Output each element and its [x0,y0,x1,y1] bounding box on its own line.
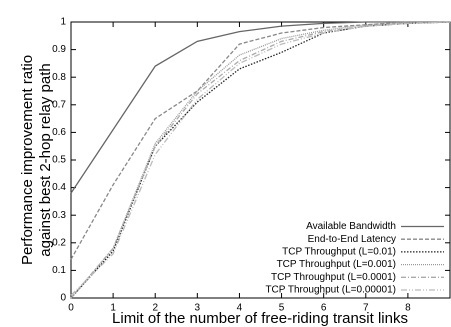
y-tick-label: 0.9 [52,44,66,55]
legend-label: Available Bandwidth [306,221,396,232]
y-tick-label: 0.8 [52,72,66,83]
x-tick-label: 1 [110,303,116,314]
legend-label: TCP Throughput (L=0.00001) [265,285,396,296]
line [70,21,451,296]
y-axis-label: Performance improvement ratio [19,55,36,265]
line [70,21,451,299]
y-tick-label: 0.7 [52,99,66,110]
x-tick-label: 3 [195,303,201,314]
x-axis-label: Limit of the number of free-riding trans… [112,310,408,327]
y-tick-label: 0.4 [52,182,66,193]
legend-label: TCP Throughput (L=0.0001) [271,272,396,283]
y-tick-label: 0 [60,293,66,304]
y-tick-label: 1 [60,17,66,28]
legend-label: TCP Throughput (L=0.001) [277,259,396,270]
y-tick-label: 0.1 [52,265,66,276]
line [70,21,451,299]
x-tick-label: 4 [237,303,243,314]
legend-label: TCP Throughput (L=0.01) [282,247,396,258]
x-tick-label: 6 [321,303,327,314]
x-tick-label: 0 [68,303,74,314]
y-tick-label: 0.2 [52,237,66,248]
y-tick-label: 0.3 [52,210,66,221]
line [70,21,450,299]
y-tick-label: 0.6 [52,127,66,138]
x-tick-label: 2 [152,303,158,314]
x-tick-label: 8 [405,303,411,314]
y-axis-label: against best 2-hop relay path [37,63,54,256]
y-tick-label: 0.5 [52,155,66,166]
legend-label: End-to-End Latency [308,234,396,245]
x-tick-label: 5 [279,303,285,314]
line [70,21,450,194]
x-tick-label: 7 [363,303,369,314]
